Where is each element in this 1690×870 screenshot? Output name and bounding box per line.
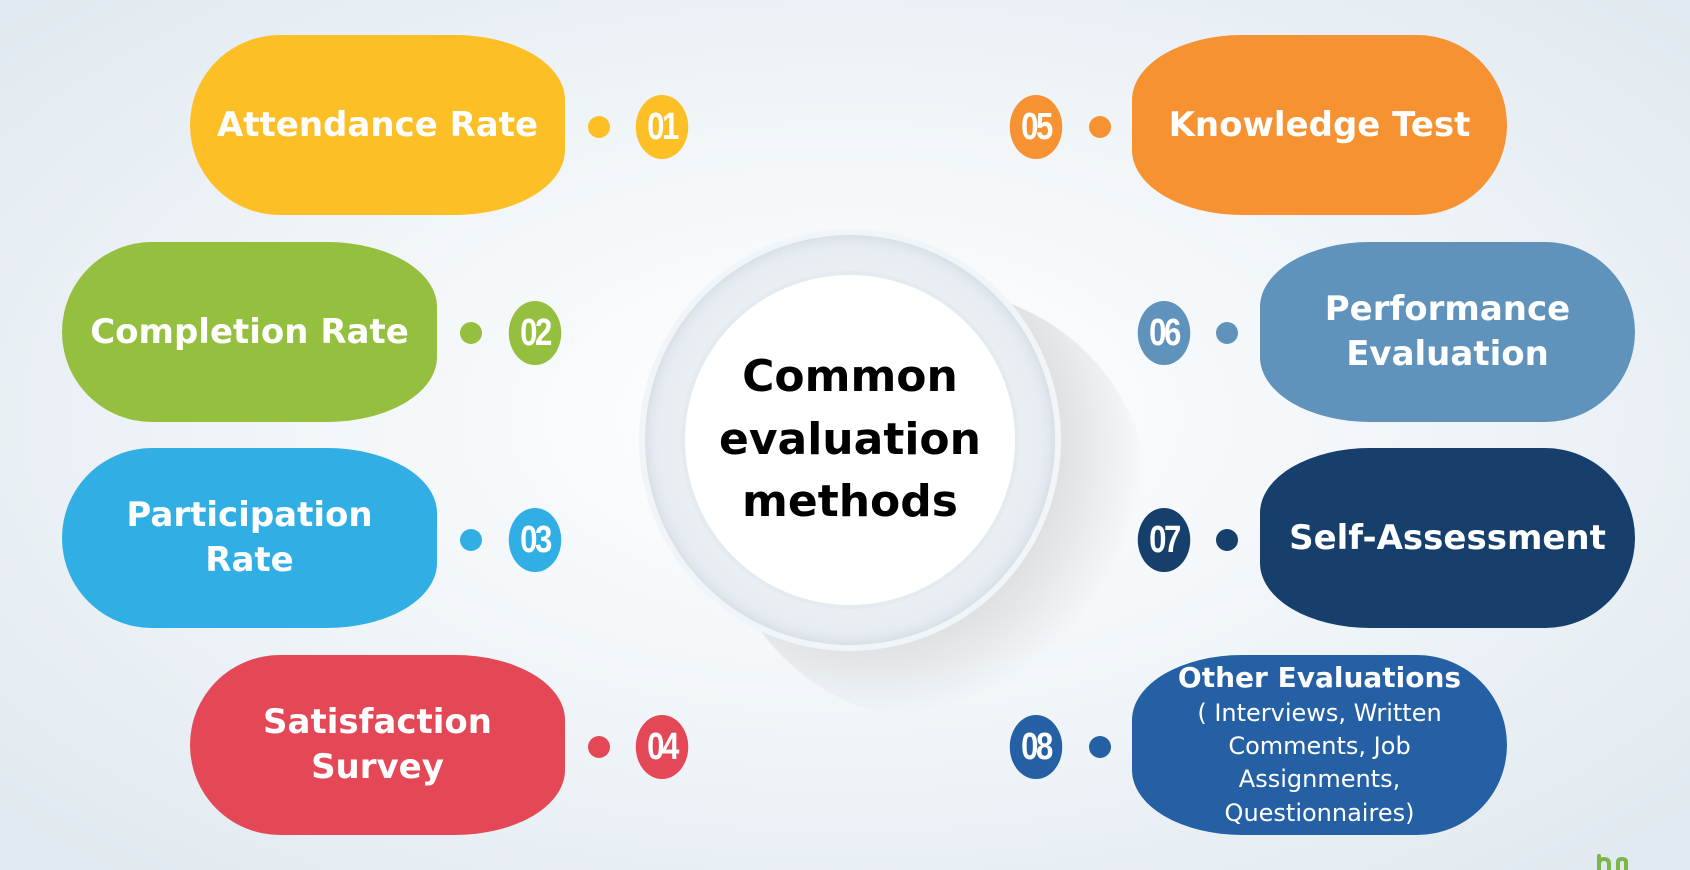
- center-title: Common evaluation methods: [719, 346, 981, 533]
- method-pill-attendance-rate: Attendance Rate: [190, 35, 565, 215]
- method-label-line: Performance: [1324, 289, 1571, 330]
- method-label: Completion Rate: [90, 311, 409, 352]
- center-title-line: Common: [742, 351, 958, 403]
- connector-dot: [460, 529, 482, 551]
- other-evaluations-detail: Questionnaires): [1224, 798, 1415, 827]
- connector-dot: [1089, 736, 1111, 758]
- method-label: Other Evaluations ( Interviews, Written …: [1154, 660, 1485, 829]
- connector-dot: [1216, 529, 1238, 551]
- method-pill-participation-rate: Participation Rate: [62, 448, 437, 628]
- method-pill-completion-rate: Completion Rate: [62, 242, 437, 422]
- connector-dot: [1089, 116, 1111, 138]
- method-label: Participation Rate: [126, 495, 373, 580]
- method-number-badge: 02: [508, 301, 562, 365]
- method-pill-knowledge-test: Knowledge Test: [1132, 35, 1507, 215]
- corner-logo-icon: [1597, 854, 1628, 870]
- method-number-badge: 04: [635, 715, 689, 779]
- method-label-line: Evaluation: [1346, 334, 1549, 374]
- method-number-badge: 08: [1009, 715, 1063, 779]
- method-pill-satisfaction-survey: Satisfaction Survey: [190, 655, 565, 835]
- method-label: Attendance Rate: [216, 104, 539, 145]
- center-title-line: methods: [742, 476, 958, 528]
- method-number-badge: 01: [635, 95, 689, 159]
- method-pill-self-assessment: Self-Assessment: [1260, 448, 1635, 628]
- method-label: Self-Assessment: [1289, 517, 1606, 558]
- connector-dot: [588, 736, 610, 758]
- method-label: Performance Evaluation: [1325, 287, 1570, 377]
- logo-mark: [1597, 854, 1628, 870]
- connector-dot: [460, 322, 482, 344]
- other-evaluations-title: Other Evaluations: [1177, 661, 1462, 695]
- center-title-line: evaluation: [719, 413, 981, 465]
- connector-dot: [588, 116, 610, 138]
- method-label: Knowledge Test: [1168, 104, 1471, 145]
- method-number-badge: 06: [1137, 301, 1191, 365]
- method-label: Satisfaction Survey: [263, 702, 492, 787]
- method-number-badge: 03: [508, 508, 562, 572]
- method-number-badge: 05: [1009, 95, 1063, 159]
- method-number-badge: 07: [1137, 508, 1191, 572]
- center-hub: Common evaluation methods: [685, 275, 1015, 605]
- other-evaluations-detail: ( Interviews, Written: [1197, 699, 1442, 728]
- method-pill-performance-evaluation: Performance Evaluation: [1260, 242, 1635, 422]
- other-evaluations-detail: Comments, Job Assignments,: [1228, 732, 1411, 794]
- method-pill-other-evaluations: Other Evaluations ( Interviews, Written …: [1132, 655, 1507, 835]
- connector-dot: [1216, 322, 1238, 344]
